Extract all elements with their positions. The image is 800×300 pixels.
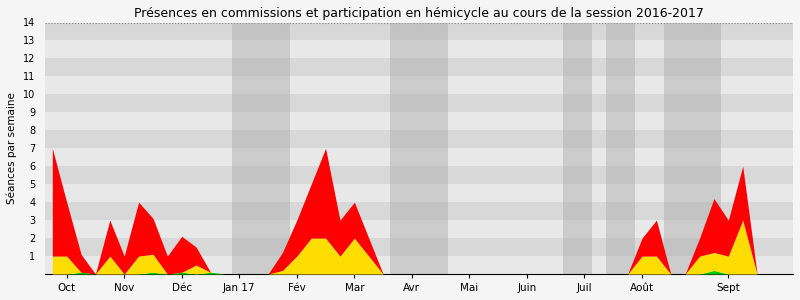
Bar — [45, 94, 793, 112]
Bar — [45, 256, 793, 274]
Title: Présences en commissions et participation en hémicycle au cours de la session 20: Présences en commissions et participatio… — [134, 7, 704, 20]
Bar — [45, 22, 793, 40]
Bar — [232, 22, 290, 274]
Bar — [606, 22, 635, 274]
Bar — [45, 148, 793, 166]
Bar — [45, 130, 793, 148]
Bar — [390, 22, 448, 274]
Bar — [45, 166, 793, 184]
Bar — [664, 22, 721, 274]
Bar — [563, 22, 592, 274]
Bar — [45, 40, 793, 58]
Bar — [45, 238, 793, 256]
Y-axis label: Séances par semaine: Séances par semaine — [7, 92, 18, 204]
Bar — [45, 202, 793, 220]
Bar — [45, 76, 793, 94]
Bar — [45, 220, 793, 238]
Bar — [45, 112, 793, 130]
Bar — [45, 184, 793, 202]
Bar — [45, 58, 793, 76]
